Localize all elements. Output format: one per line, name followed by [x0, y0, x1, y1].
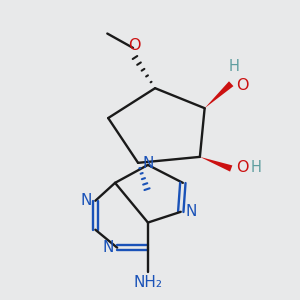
Text: N: N — [185, 204, 196, 219]
Text: H: H — [250, 160, 261, 175]
Text: N: N — [142, 156, 154, 171]
Text: O: O — [236, 160, 248, 175]
Text: NH₂: NH₂ — [134, 275, 162, 290]
Polygon shape — [205, 81, 233, 108]
Text: O: O — [237, 78, 249, 93]
Polygon shape — [200, 157, 232, 172]
Text: H: H — [229, 59, 240, 74]
Text: O: O — [128, 38, 141, 53]
Text: N: N — [102, 240, 114, 255]
Text: N: N — [80, 193, 92, 208]
